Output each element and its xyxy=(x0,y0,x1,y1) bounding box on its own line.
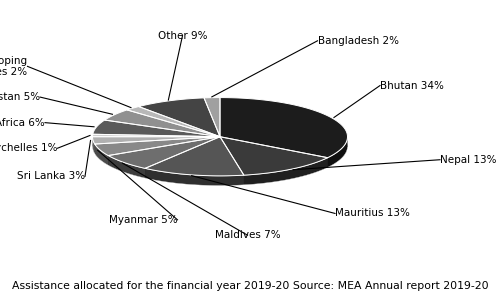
Polygon shape xyxy=(244,158,328,185)
Text: Assistance allocated for the financial year 2019-20 Source: MEA Annual report 20: Assistance allocated for the financial y… xyxy=(12,281,488,291)
Polygon shape xyxy=(104,110,220,137)
Polygon shape xyxy=(108,137,220,168)
Polygon shape xyxy=(145,137,244,176)
Polygon shape xyxy=(220,98,348,158)
Text: Mauritius 13%: Mauritius 13% xyxy=(335,208,410,218)
Text: Afghanistan 5%: Afghanistan 5% xyxy=(0,92,40,102)
Text: Bhutan 34%: Bhutan 34% xyxy=(380,81,444,91)
Polygon shape xyxy=(92,137,95,154)
Polygon shape xyxy=(204,98,220,137)
Text: Maldives 7%: Maldives 7% xyxy=(214,230,280,240)
Text: Other Developing
Countries 2%: Other Developing Countries 2% xyxy=(0,56,28,77)
Polygon shape xyxy=(328,138,347,167)
Polygon shape xyxy=(220,137,328,175)
Polygon shape xyxy=(92,137,220,144)
Polygon shape xyxy=(127,106,220,137)
Polygon shape xyxy=(92,134,220,137)
Text: Seychelles 1%: Seychelles 1% xyxy=(0,143,58,153)
Polygon shape xyxy=(138,98,220,137)
Polygon shape xyxy=(93,120,220,137)
Text: Bangladesh 2%: Bangladesh 2% xyxy=(318,36,398,46)
Polygon shape xyxy=(95,137,220,156)
Polygon shape xyxy=(95,144,108,165)
Text: Other 9%: Other 9% xyxy=(158,31,208,41)
Text: Myanmar 5%: Myanmar 5% xyxy=(109,215,178,225)
Ellipse shape xyxy=(92,107,348,186)
Text: Sri Lanka 3%: Sri Lanka 3% xyxy=(17,171,85,181)
Text: Nepal 13%: Nepal 13% xyxy=(440,155,496,165)
Polygon shape xyxy=(145,168,244,186)
Text: Africa 6%: Africa 6% xyxy=(0,118,45,128)
Polygon shape xyxy=(108,156,145,178)
